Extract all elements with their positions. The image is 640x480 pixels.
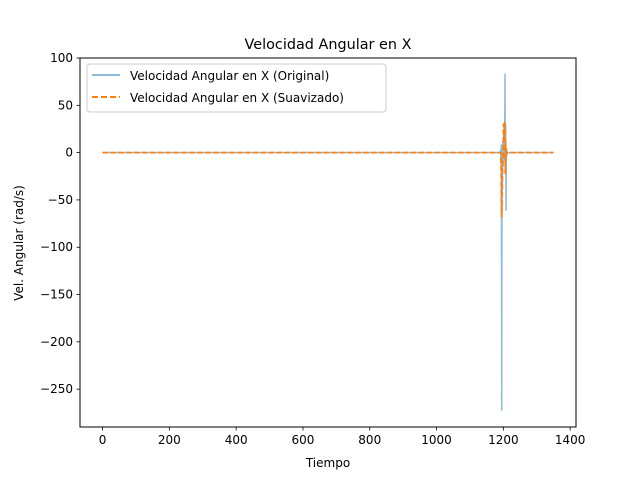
y-axis-label: Vel. Angular (rad/s) [12, 185, 26, 301]
legend-box [86, 63, 387, 113]
legend-label-suavizado: Velocidad Angular en X (Suavizado) [130, 91, 344, 105]
x-tick-label: 1000 [421, 433, 452, 447]
plot-area-frame [79, 57, 577, 428]
y-tick-label: −250 [40, 382, 73, 396]
x-tick-label: 400 [225, 433, 248, 447]
x-axis: 0 200 400 600 800 1000 1200 1400 [99, 427, 586, 447]
x-tick-label: 1400 [555, 433, 586, 447]
x-tick-label: 200 [158, 433, 181, 447]
series-line-suavizado [102, 121, 554, 218]
y-tick-label: −150 [40, 288, 73, 302]
y-tick-label: −50 [48, 193, 73, 207]
x-tick-label: 800 [358, 433, 381, 447]
x-tick-label: 1200 [488, 433, 519, 447]
y-tick-label: 0 [65, 146, 73, 160]
x-tick-label: 600 [291, 433, 314, 447]
legend: Velocidad Angular en X (Original) Veloci… [86, 63, 387, 113]
chart-title: Velocidad Angular en X [245, 37, 412, 53]
legend-label-original: Velocidad Angular en X (Original) [130, 69, 329, 83]
x-axis-label: Tiempo [305, 456, 350, 470]
y-tick-label: 100 [50, 51, 73, 65]
y-tick-label: −100 [40, 240, 73, 254]
y-tick-label: 50 [58, 98, 73, 112]
x-tick-label: 0 [99, 433, 107, 447]
y-tick-label: −200 [40, 335, 73, 349]
y-axis: 100 50 0 −50 −100 −150 −200 −250 [40, 51, 80, 396]
series-layer [102, 73, 554, 411]
